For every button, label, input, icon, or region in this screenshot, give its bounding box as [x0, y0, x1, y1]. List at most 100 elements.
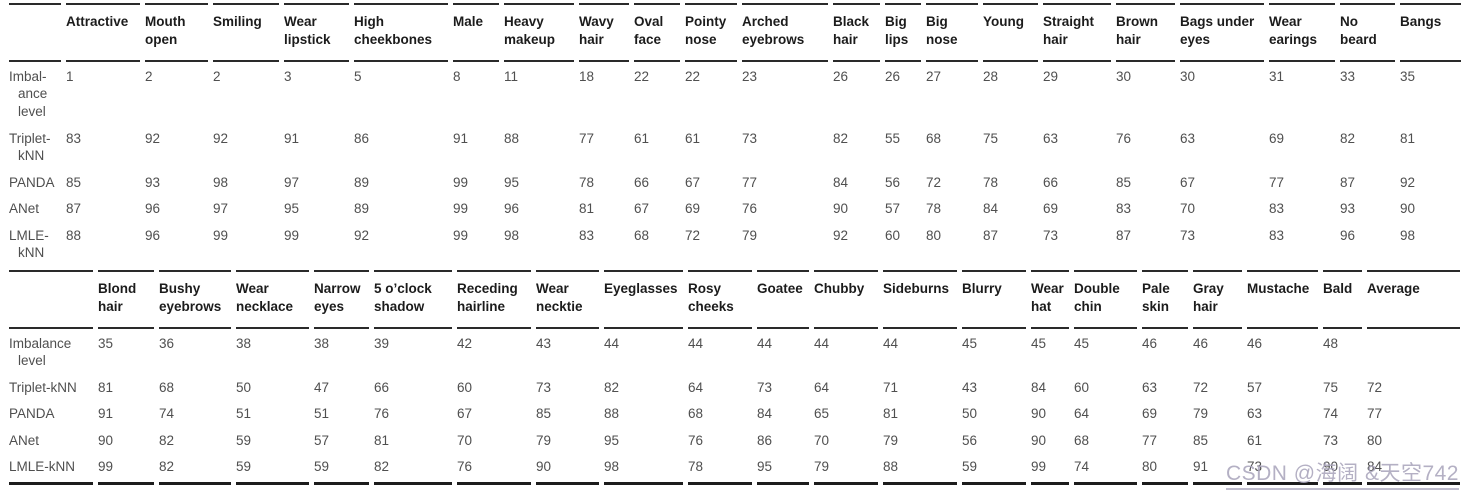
column-header: Receding hairline — [457, 269, 531, 329]
value-cell: 84 — [1367, 452, 1460, 486]
value-cell: 85 — [66, 174, 82, 190]
table-row: Triplet- kNN 83 92 92 91 86 91 88 77 61 61 73 82 55 68… — [9, 124, 1461, 168]
value-cell: 79 — [536, 432, 552, 448]
value-cell: 26 — [833, 68, 849, 84]
value-cell: 79 — [742, 227, 758, 243]
value-cell: 84 — [1031, 379, 1047, 395]
value-cell: 8 — [453, 68, 461, 84]
value-cell: 99 — [453, 174, 469, 190]
value-cell: 90 — [1400, 201, 1416, 217]
column-header: Wear hat — [1031, 269, 1069, 329]
column-header: Eyeglasses — [604, 269, 683, 329]
value-cell: 57 — [1247, 379, 1263, 395]
value-cell: 56 — [885, 174, 901, 190]
value-cell: 96 — [504, 201, 520, 217]
value-cell: 90 — [1031, 432, 1047, 448]
value-cell: 71 — [883, 379, 899, 395]
column-header: Black hair — [833, 3, 880, 62]
column-header: Oval face — [634, 3, 680, 62]
value-cell: 68 — [688, 406, 704, 422]
value-cell: 59 — [314, 452, 369, 486]
table-row: PANDA 91 74 51 51 76 67 85 88 68 84 65 81 50 90 64 69 79 6… — [9, 399, 1460, 426]
corner-cell — [9, 269, 93, 329]
value-cell: 77 — [579, 130, 595, 146]
value-cell: 91 — [284, 130, 300, 146]
value-cell: 95 — [604, 432, 620, 448]
value-cell: 46 — [1193, 335, 1209, 351]
value-cell: 73 — [1247, 452, 1318, 486]
column-header: Straight hair — [1043, 3, 1111, 62]
value-cell: 79 — [1193, 406, 1209, 422]
value-cell: 86 — [757, 432, 773, 448]
value-cell: 45 — [962, 335, 978, 351]
row-label: Triplet-kNN — [9, 379, 77, 395]
value-cell: 2 — [145, 68, 153, 84]
attribute-results-table-bottom: Blond hair Bushy eyebrows Wear necklace Nar… — [4, 269, 1462, 486]
value-cell: 76 — [688, 432, 704, 448]
value-cell: 67 — [685, 174, 701, 190]
value-cell: 93 — [1340, 201, 1356, 217]
row-label: PANDA — [9, 174, 55, 190]
value-cell: 99 — [453, 201, 469, 217]
value-cell: 78 — [926, 201, 942, 217]
table-row: ANet 90 82 59 57 81 70 79 95 76 86 70 79 56 90 68 77 85 61… — [9, 426, 1460, 453]
row-label: Triplet- kNN — [9, 130, 51, 164]
value-cell: 69 — [1269, 130, 1285, 146]
value-cell: 70 — [457, 432, 473, 448]
value-cell: 3 — [284, 68, 292, 84]
value-cell: 2 — [213, 68, 221, 84]
value-cell: 91 — [453, 130, 469, 146]
value-cell: 88 — [504, 130, 520, 146]
column-header: Average — [1367, 269, 1460, 329]
value-cell: 76 — [742, 201, 758, 217]
value-cell: 11 — [504, 68, 519, 84]
column-header: Wavy hair — [579, 3, 629, 62]
column-header: Blurry — [962, 269, 1026, 329]
value-cell: 44 — [757, 335, 773, 351]
column-header: Big lips — [885, 3, 921, 62]
value-cell: 63 — [1180, 130, 1196, 146]
value-cell: 64 — [688, 379, 704, 395]
value-cell: 57 — [314, 432, 330, 448]
row-label: LMLE-kNN — [9, 452, 93, 486]
value-cell: 18 — [579, 68, 595, 84]
value-cell: 98 — [504, 227, 520, 243]
value-cell: 76 — [1116, 130, 1132, 146]
value-cell: 80 — [1142, 452, 1188, 486]
column-header: Wear earings — [1269, 3, 1335, 62]
value-cell: 84 — [833, 174, 849, 190]
value-cell: 91 — [1193, 452, 1242, 486]
value-cell: 22 — [685, 68, 701, 84]
value-cell: 73 — [757, 379, 773, 395]
value-cell: 81 — [883, 406, 899, 422]
value-cell: 72 — [1367, 379, 1383, 395]
value-cell: 81 — [579, 201, 595, 217]
value-cell: 22 — [634, 68, 650, 84]
value-cell: 92 — [213, 130, 229, 146]
value-cell: 59 — [236, 452, 309, 486]
value-cell: 87 — [1340, 174, 1356, 190]
value-cell: 66 — [1043, 174, 1059, 190]
value-cell: 38 — [314, 335, 330, 351]
value-cell: 90 — [1031, 406, 1047, 422]
value-cell: 68 — [926, 130, 942, 146]
table-row: LMLE- kNN 88 96 99 99 92 99 98 83 68 72 79 92 60 80 87 7… — [9, 221, 1461, 265]
row-label: ANet — [9, 201, 40, 217]
column-header: Attractive — [66, 3, 140, 62]
value-cell: 81 — [1400, 130, 1416, 146]
value-cell: 72 — [1193, 379, 1209, 395]
value-cell: 30 — [1116, 68, 1132, 84]
value-cell: 85 — [1116, 174, 1132, 190]
table-row: Imbal- ance level 1 2 2 3 5 8 11 18 22 22 23 26 26 27 2… — [9, 62, 1461, 124]
column-header: Heavy makeup — [504, 3, 574, 62]
value-cell — [1367, 329, 1460, 373]
value-cell: 99 — [98, 452, 154, 486]
value-cell: 61 — [685, 130, 701, 146]
column-header: Goatee — [757, 269, 809, 329]
value-cell: 75 — [983, 130, 999, 146]
value-cell: 98 — [1400, 227, 1416, 243]
value-cell: 57 — [885, 201, 901, 217]
value-cell: 92 — [1400, 174, 1416, 190]
column-header: Bags under eyes — [1180, 3, 1264, 62]
column-header: 5 o’clock shadow — [374, 269, 452, 329]
